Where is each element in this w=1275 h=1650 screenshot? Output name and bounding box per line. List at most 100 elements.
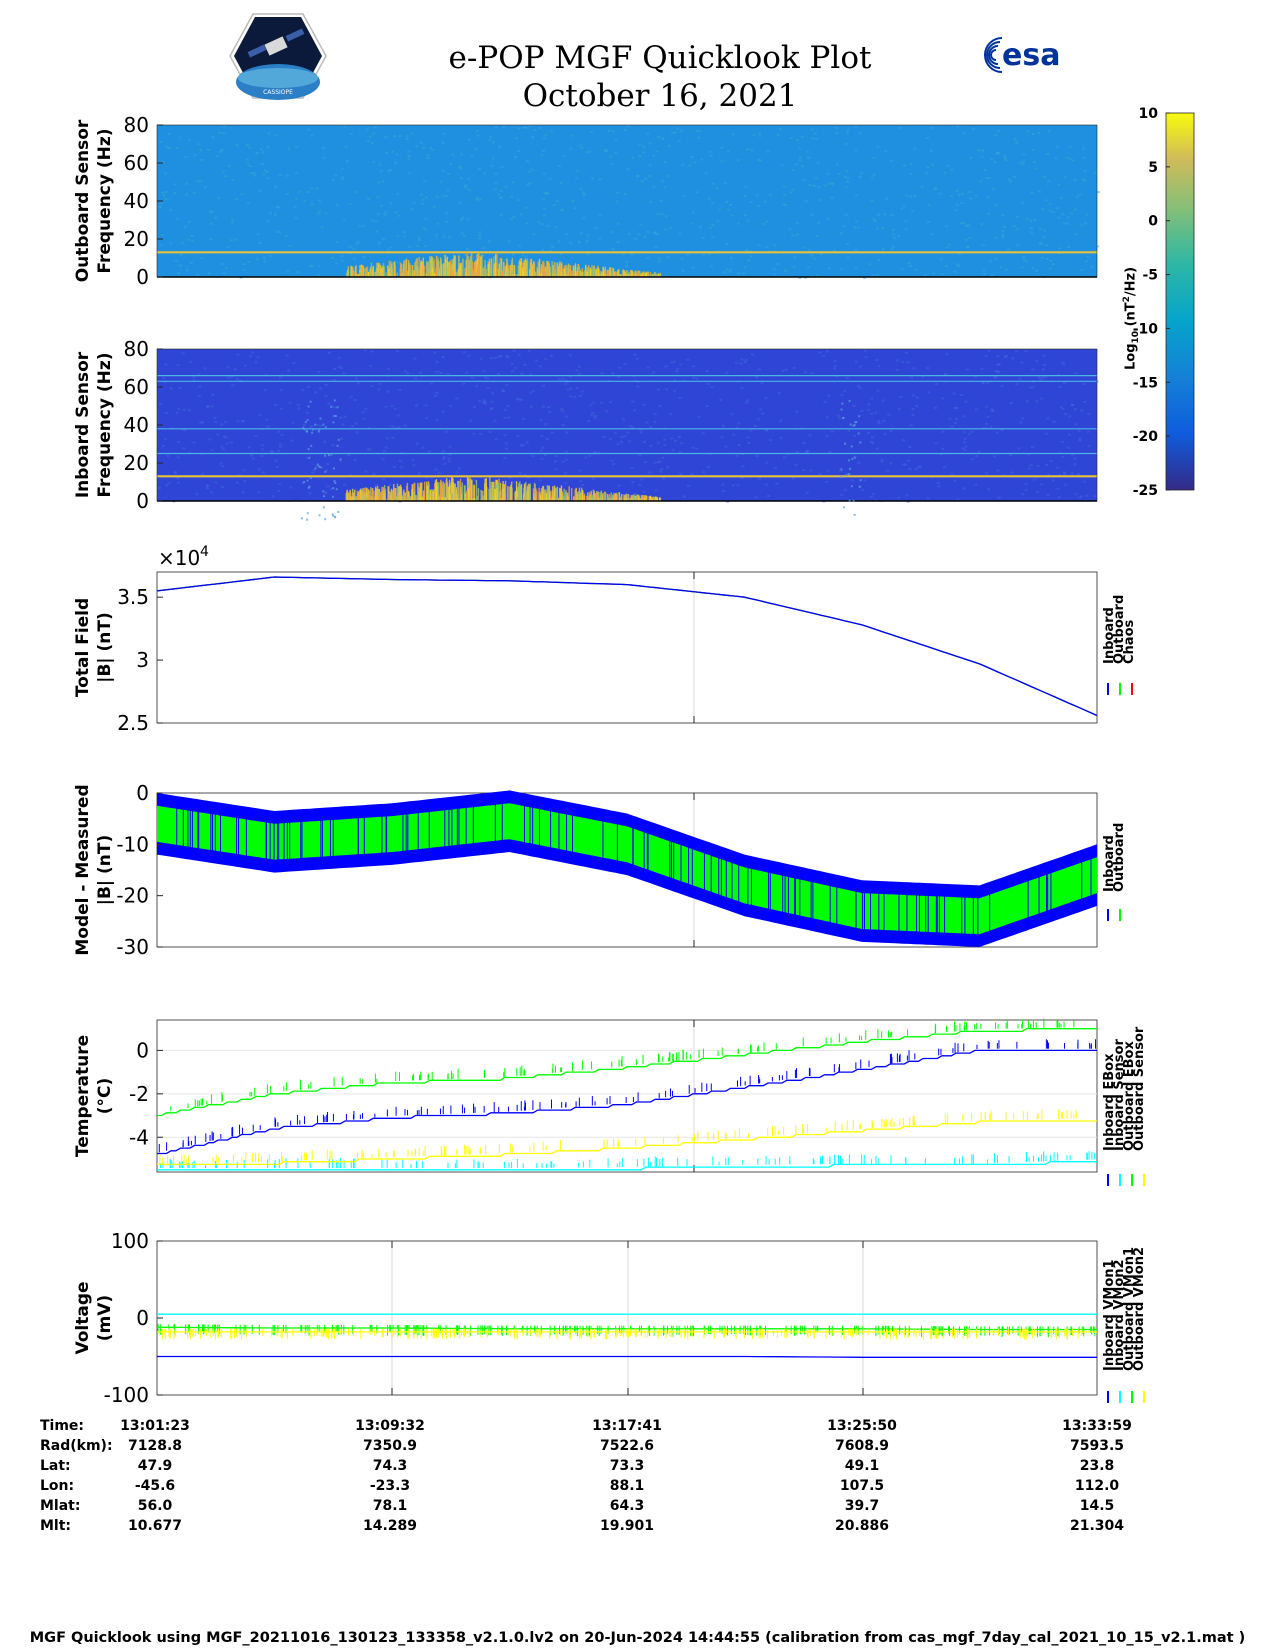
noise-pixel — [954, 418, 958, 421]
noise-pixel — [451, 153, 455, 156]
noise-pixel — [763, 200, 767, 203]
noise-pixel — [810, 137, 814, 140]
noise-pixel — [208, 438, 212, 441]
noise-pixel — [881, 399, 885, 402]
noise-pixel — [1004, 268, 1008, 271]
burst-pixel — [365, 492, 368, 501]
noise-pixel — [493, 419, 497, 422]
burst-pixel — [553, 274, 556, 277]
noise-pixel — [940, 273, 944, 276]
noise-pixel — [952, 392, 956, 395]
noise-pixel — [503, 434, 507, 437]
noise-pixel — [591, 177, 595, 180]
noise-pixel — [1030, 231, 1034, 234]
noise-pixel — [411, 458, 415, 461]
noise-pixel — [396, 414, 400, 417]
noise-pixel — [306, 190, 310, 193]
noise-pixel — [994, 237, 998, 240]
noise-pixel — [442, 235, 446, 238]
burst-pixel — [411, 265, 414, 277]
noise-pixel — [782, 185, 786, 188]
noise-pixel — [354, 190, 358, 193]
burst-pixel — [552, 266, 555, 277]
noise-pixel — [311, 471, 315, 474]
svg-text:CASSIOPE: CASSIOPE — [263, 89, 293, 96]
noise-pixel — [932, 272, 936, 275]
noise-pixel — [207, 272, 211, 275]
noise-pixel — [816, 274, 820, 277]
burst-pixel — [583, 269, 586, 277]
noise-pixel — [630, 253, 634, 256]
noise-pixel — [551, 246, 555, 249]
noise-pixel — [249, 355, 253, 358]
noise-pixel — [221, 448, 225, 451]
noise-pixel — [390, 405, 394, 408]
noise-pixel — [331, 257, 335, 260]
noise-pixel — [415, 145, 419, 148]
info-value: 74.3 — [372, 1458, 408, 1474]
spectro-feature — [849, 423, 852, 426]
noise-pixel — [1024, 489, 1028, 492]
noise-pixel — [543, 214, 547, 217]
noise-pixel — [366, 448, 370, 451]
noise-pixel — [1062, 222, 1066, 225]
noise-pixel — [656, 213, 660, 216]
info-value: 21.304 — [1069, 1518, 1125, 1534]
noise-pixel — [1011, 357, 1015, 360]
noise-pixel — [361, 411, 365, 414]
noise-pixel — [1042, 363, 1046, 366]
noise-pixel — [379, 204, 383, 207]
noise-pixel — [686, 484, 690, 487]
spectro-feature — [332, 421, 335, 424]
noise-pixel — [600, 372, 604, 375]
noise-pixel — [1042, 236, 1046, 239]
noise-pixel — [944, 225, 948, 228]
noise-pixel — [1029, 227, 1033, 230]
burst-pixel — [576, 491, 578, 501]
noise-pixel — [934, 406, 938, 409]
y-label-line1: Outboard Sensor — [73, 119, 93, 282]
noise-pixel — [721, 490, 725, 493]
noise-pixel — [985, 405, 989, 408]
noise-pixel — [1028, 386, 1032, 389]
noise-pixel — [691, 266, 695, 269]
noise-pixel — [655, 150, 659, 153]
noise-pixel — [200, 158, 204, 161]
noise-pixel — [1040, 483, 1044, 486]
noise-pixel — [214, 216, 218, 219]
noise-pixel — [859, 365, 863, 368]
noise-pixel — [720, 146, 724, 149]
noise-pixel — [818, 472, 822, 475]
burst-pixel — [636, 494, 638, 501]
spectro-feature — [851, 457, 854, 460]
noise-pixel — [397, 214, 401, 217]
noise-pixel — [580, 390, 584, 393]
noise-pixel — [352, 247, 356, 250]
burst-pixel — [394, 265, 397, 277]
noise-pixel — [960, 393, 964, 396]
burst-pixel — [459, 263, 462, 277]
burst-pixel — [586, 496, 588, 501]
noise-pixel — [593, 414, 597, 417]
noise-pixel — [927, 203, 931, 206]
noise-pixel — [529, 405, 533, 408]
burst-pixel — [380, 267, 383, 277]
burst-pixel — [639, 498, 642, 501]
noise-pixel — [425, 154, 429, 157]
burst-pixel — [529, 484, 531, 501]
burst-pixel — [540, 488, 543, 501]
noise-pixel — [974, 195, 978, 198]
noise-pixel — [564, 458, 568, 461]
noise-pixel — [370, 219, 374, 222]
burst-pixel — [451, 493, 453, 501]
noise-pixel — [974, 408, 978, 411]
noise-pixel — [1074, 493, 1078, 496]
noise-pixel — [1068, 415, 1072, 418]
burst-pixel — [579, 269, 581, 277]
burst-pixel — [498, 263, 500, 277]
burst-pixel — [355, 273, 357, 277]
noise-pixel — [818, 198, 822, 201]
noise-pixel — [458, 201, 462, 204]
noise-pixel — [294, 197, 298, 200]
noise-pixel — [519, 398, 523, 401]
